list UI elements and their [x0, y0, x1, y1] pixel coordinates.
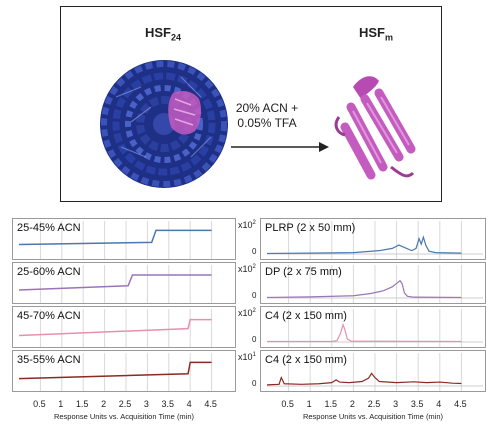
left-axis-tick-label: 1.5: [75, 399, 89, 409]
right-axis-tick-label: 4.5: [454, 399, 467, 409]
reaction-arrow: [231, 142, 329, 152]
chromatogram-panel-title: C4 (2 x 150 mm): [265, 354, 347, 366]
right-axis-tick-label: 1: [306, 399, 312, 409]
gradient-panel-2: 25-60% ACN: [12, 262, 236, 304]
chromatogram-panel-title: DP (2 x 75 mm): [265, 266, 342, 278]
chromatogram-panel-1: PLRP (2 x 50 mm): [260, 218, 486, 260]
chromatogram-trace: [267, 322, 462, 343]
y-multiplier: x102: [238, 264, 256, 274]
chromatogram-plot-2: [266, 265, 483, 303]
condition-text: 20% ACN + 0.05% TFA: [219, 101, 315, 131]
schematic-box: HSF24 HSFm 20% ACN + 0.05% TFA: [60, 6, 442, 202]
left-axis-tick-label: 4: [186, 399, 192, 409]
y-zero-label: 0: [252, 291, 257, 300]
condition-line-2: 0.05% TFA: [237, 116, 297, 130]
gradient-plot-3: [18, 309, 213, 347]
chromatogram-panel-title: PLRP (2 x 50 mm): [265, 222, 356, 234]
left-axis-tick-label: 2: [101, 399, 107, 409]
gradient-panel-4: 35-55% ACN: [12, 350, 236, 392]
right-axis-tick-label: 3.5: [410, 399, 424, 409]
gradient-panel-title: 45-70% ACN: [17, 310, 81, 322]
gradient-panel-title: 25-60% ACN: [17, 266, 81, 278]
chromatogram-trace: [266, 279, 462, 299]
y-zero-label: 0: [252, 247, 257, 256]
hsfm-monomer-image: [334, 76, 416, 180]
chromatogram-panel-3: C4 (2 x 150 mm): [260, 306, 486, 348]
hsf24-label: HSF24: [145, 25, 182, 43]
schematic-drawing: [100, 60, 416, 188]
y-multiplier: x102: [238, 308, 256, 318]
hsfm-label: HSFm: [359, 25, 394, 43]
highlighted-monomer-in-cage: [168, 91, 202, 135]
left-axis-tick-label: 2.5: [118, 399, 132, 409]
gradient-line: [18, 229, 212, 246]
gradient-line: [18, 361, 212, 380]
left-axis-tick-label: 3.5: [161, 399, 175, 409]
condition-line-1: 20% ACN +: [235, 101, 299, 115]
chromatogram-panel-4: C4 (2 x 150 mm): [260, 350, 486, 392]
gradient-plot-4: [18, 353, 213, 391]
chromatogram-plot-3: [267, 309, 483, 347]
left-axis-tick-label: 4.5: [204, 399, 217, 409]
gradient-panel-1: 25-45% ACN: [12, 218, 236, 260]
y-multiplier: x101: [238, 352, 256, 362]
y-zero-label: 0: [252, 335, 257, 344]
gradient-plot-2: [18, 265, 213, 303]
right-axis-tick-label: 2.5: [367, 399, 381, 409]
right-axis-axis-label: Response Units vs. Acquisition Time (min…: [302, 412, 444, 421]
left-axis-axis-label: Response Units vs. Acquisition Time (min…: [53, 412, 195, 421]
y-zero-label: 0: [252, 379, 257, 388]
gradient-plot-1: [18, 221, 213, 259]
chromatogram-trace: [266, 235, 462, 255]
chromatogram-plot-4: [266, 353, 483, 391]
right-axis-tick-label: 3: [393, 399, 399, 409]
right-axis-tick-label: 0.5: [281, 399, 294, 409]
chromatogram-plot-1: [266, 221, 483, 259]
chromatogram-trace: [266, 372, 462, 386]
gradient-panel-title: 25-45% ACN: [17, 222, 81, 234]
y-multiplier: x102: [238, 220, 256, 230]
hsf24-cage-image: [100, 60, 228, 188]
gradient-line: [18, 274, 212, 291]
chromatogram-panel-2: DP (2 x 75 mm): [260, 262, 486, 304]
right-axis-tick-label: 2: [349, 399, 355, 409]
right-axis-tick-label: 1.5: [324, 399, 338, 409]
chromatogram-panel-title: C4 (2 x 150 mm): [265, 310, 347, 322]
gradient-line: [18, 318, 212, 337]
left-axis-tick-label: 0.5: [33, 399, 46, 409]
right-axis-tick-label: 4: [436, 399, 442, 409]
left-axis-tick-label: 3: [143, 399, 149, 409]
gradient-panel-title: 35-55% ACN: [17, 354, 81, 366]
left-axis-tick-label: 1: [58, 399, 64, 409]
gradient-panel-3: 45-70% ACN: [12, 306, 236, 348]
